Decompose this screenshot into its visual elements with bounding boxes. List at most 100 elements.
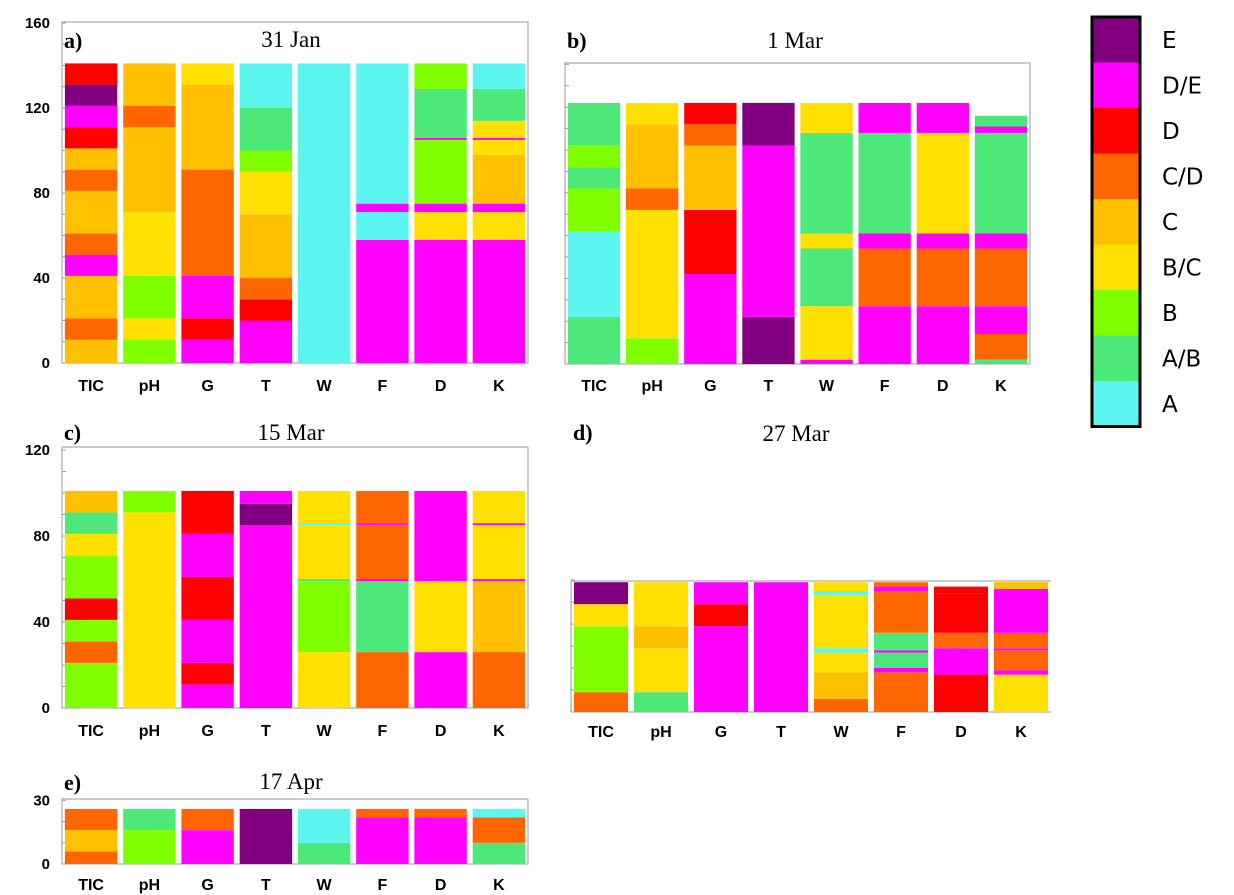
- legend-label: D/E: [1162, 73, 1202, 99]
- bar-segment-g-1: [181, 318, 234, 340]
- bar-segment-k-0: [472, 239, 526, 364]
- bar-segment-k-6: [472, 120, 526, 138]
- bar-segment-g-3: [181, 169, 234, 276]
- panel-title: 15 Mar: [257, 420, 324, 445]
- legend-swatch: [1092, 244, 1140, 290]
- bar-segment-f-5: [874, 591, 928, 633]
- bar-segment-g-3: [684, 124, 737, 146]
- bar-segment-g-0: [181, 830, 234, 864]
- bar-segment-d-2: [414, 490, 467, 582]
- bar-segment-t-1: [742, 145, 795, 317]
- bar-segment-k-2: [974, 306, 1028, 334]
- bar-segment-k-0: [994, 674, 1048, 712]
- x-tick-label: pH: [139, 877, 160, 894]
- bar-segment-f-5: [356, 490, 409, 524]
- bar-segment-tic-1: [567, 231, 621, 317]
- bar-segment-d-0: [934, 674, 988, 712]
- bar-segment-g-0: [181, 339, 234, 363]
- x-tick-label: TIC: [78, 723, 104, 740]
- legend-swatch: [1092, 153, 1140, 199]
- chart-panel-4: TIC pH G T W F D Kd) 27 Mar: [570, 420, 1051, 741]
- bar-segment-w-2: [800, 248, 853, 307]
- panel-title: 17 Apr: [259, 769, 323, 794]
- bar-segment-w-4: [814, 595, 868, 649]
- bar-segment-d-5: [414, 88, 467, 138]
- bar-segment-k-1: [994, 670, 1048, 675]
- x-tick-label: F: [880, 378, 890, 395]
- x-tick-label: G: [201, 877, 213, 894]
- x-tick-label: D: [435, 378, 447, 395]
- bar-segment-ph-2: [123, 275, 176, 319]
- x-tick-label: T: [776, 724, 786, 741]
- y-tick-label: 40: [33, 270, 50, 287]
- legend-frame: [1090, 15, 1142, 428]
- bar-segment-w-4: [800, 132, 853, 234]
- bar-segment-t-0: [742, 316, 795, 364]
- bar-segment-tic-4: [64, 233, 118, 255]
- x-tick-label: pH: [642, 378, 663, 395]
- x-tick-label: pH: [139, 378, 160, 395]
- bar-segment-tic-1: [64, 830, 118, 852]
- y-tick-label: 30: [33, 792, 50, 809]
- bar-segment-f-1: [858, 248, 911, 307]
- bar-segment-tic-2: [64, 275, 118, 319]
- y-tick-label: 80: [33, 185, 50, 202]
- bar-segment-t-2: [239, 490, 293, 504]
- plot-frame: [564, 62, 1031, 365]
- bar-segment-ph-1: [123, 808, 176, 831]
- bar-segment-tic-5: [64, 533, 118, 556]
- bar-segment-t-5: [239, 150, 293, 172]
- panel-title: 27 Mar: [762, 421, 829, 446]
- bar-segment-g-2: [694, 582, 748, 605]
- bar-segment-f-4: [858, 102, 911, 133]
- x-tick-label: G: [715, 724, 727, 741]
- bar-segment-g-5: [181, 490, 234, 534]
- bar-segment-k-1: [472, 212, 526, 240]
- bar-segment-t-1: [239, 503, 293, 526]
- bar-segment-ph-1: [634, 648, 688, 693]
- bar-segment-f-0: [356, 652, 409, 708]
- bar-segment-w-1: [297, 581, 351, 653]
- bar-segment-g-1: [181, 662, 234, 685]
- bar-segment-w-1: [800, 306, 853, 360]
- bar-segment-ph-0: [123, 339, 176, 363]
- bar-segment-tic-2: [574, 604, 628, 627]
- bar-segment-k-3: [472, 154, 526, 204]
- bar-segment-d-1: [414, 581, 467, 653]
- bar-segment-g-1: [694, 604, 748, 627]
- bar-segment-d-1: [916, 248, 969, 307]
- bar-segment-tic-7: [64, 490, 118, 513]
- bar-segment-k-3: [472, 525, 526, 580]
- bar-segment-f-0: [356, 239, 409, 364]
- bar-segment-k-1: [472, 581, 526, 653]
- chart-panel-3: TIC pH G T W F D K 0 40 80 120 c) 15 Mar: [25, 420, 529, 740]
- legend-swatch: [1092, 17, 1140, 63]
- bar-segment-ph-0: [123, 512, 176, 709]
- bar-segment-tic-3: [64, 598, 118, 620]
- x-tick-label: W: [317, 723, 333, 740]
- bar-segment-k-2: [472, 203, 526, 213]
- x-tick-label: T: [261, 723, 271, 740]
- bar-segment-f-1: [874, 668, 928, 673]
- x-tick-label: pH: [139, 723, 160, 740]
- bar-segment-f-0: [858, 306, 911, 364]
- bar-segment-ph-7: [123, 63, 176, 106]
- bar-segment-k-5: [472, 137, 526, 140]
- bar-segment-ph-0: [634, 692, 688, 712]
- bar-segment-f-0: [874, 672, 928, 712]
- legend-swatch: [1092, 290, 1140, 336]
- chart-panel-2: TIC pH G T W F D Kb) 1 Mar: [564, 28, 1031, 395]
- y-tick-label: 80: [33, 528, 50, 545]
- bar-segment-k-2: [994, 650, 1048, 671]
- bar-segment-g-5: [181, 63, 234, 85]
- bar-segment-ph-1: [123, 318, 176, 340]
- x-tick-label: K: [493, 723, 505, 740]
- bar-segment-tic-0: [64, 339, 118, 363]
- bar-segment-d-1: [934, 648, 988, 675]
- bar-segment-tic-0: [574, 692, 628, 712]
- bar-segment-k-0: [472, 652, 526, 708]
- bar-segment-w-0: [297, 842, 351, 864]
- legend: E D/E D C/D C B/C B A/B A: [1090, 15, 1204, 428]
- bar-segment-w-1: [297, 808, 351, 843]
- bar-segment-d-0: [414, 652, 467, 708]
